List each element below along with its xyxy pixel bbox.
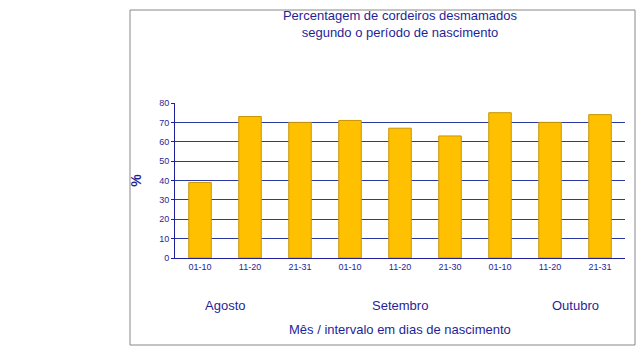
svg-text:Setembro: Setembro — [372, 298, 428, 313]
svg-text:21-31: 21-31 — [288, 262, 311, 272]
svg-text:11-20: 11-20 — [389, 262, 411, 272]
svg-text:80: 80 — [159, 98, 169, 108]
svg-text:21-31: 21-31 — [588, 262, 611, 272]
svg-text:01-10: 01-10 — [188, 262, 211, 272]
svg-text:Percentagem de cordeiros desma: Percentagem de cordeiros desmamadossegun… — [283, 8, 518, 40]
svg-text:Mês / intervalo em dias de nas: Mês / intervalo em dias de nascimento — [289, 322, 511, 337]
svg-text:50: 50 — [159, 156, 169, 166]
svg-text:40: 40 — [159, 176, 169, 186]
svg-text:01-10: 01-10 — [488, 262, 511, 272]
svg-text:11-20: 11-20 — [539, 262, 561, 272]
svg-text:30: 30 — [159, 195, 169, 205]
svg-text:21-30: 21-30 — [438, 262, 461, 272]
svg-text:Agosto: Agosto — [205, 298, 245, 313]
svg-text:10: 10 — [159, 234, 169, 244]
svg-text:20: 20 — [159, 214, 169, 224]
svg-text:01-10: 01-10 — [338, 262, 361, 272]
svg-text:%: % — [128, 174, 144, 187]
svg-text:70: 70 — [159, 118, 169, 128]
svg-text:11-20: 11-20 — [239, 262, 261, 272]
svg-text:0: 0 — [164, 253, 169, 263]
svg-text:60: 60 — [159, 137, 169, 147]
svg-text:Outubro: Outubro — [552, 298, 599, 313]
